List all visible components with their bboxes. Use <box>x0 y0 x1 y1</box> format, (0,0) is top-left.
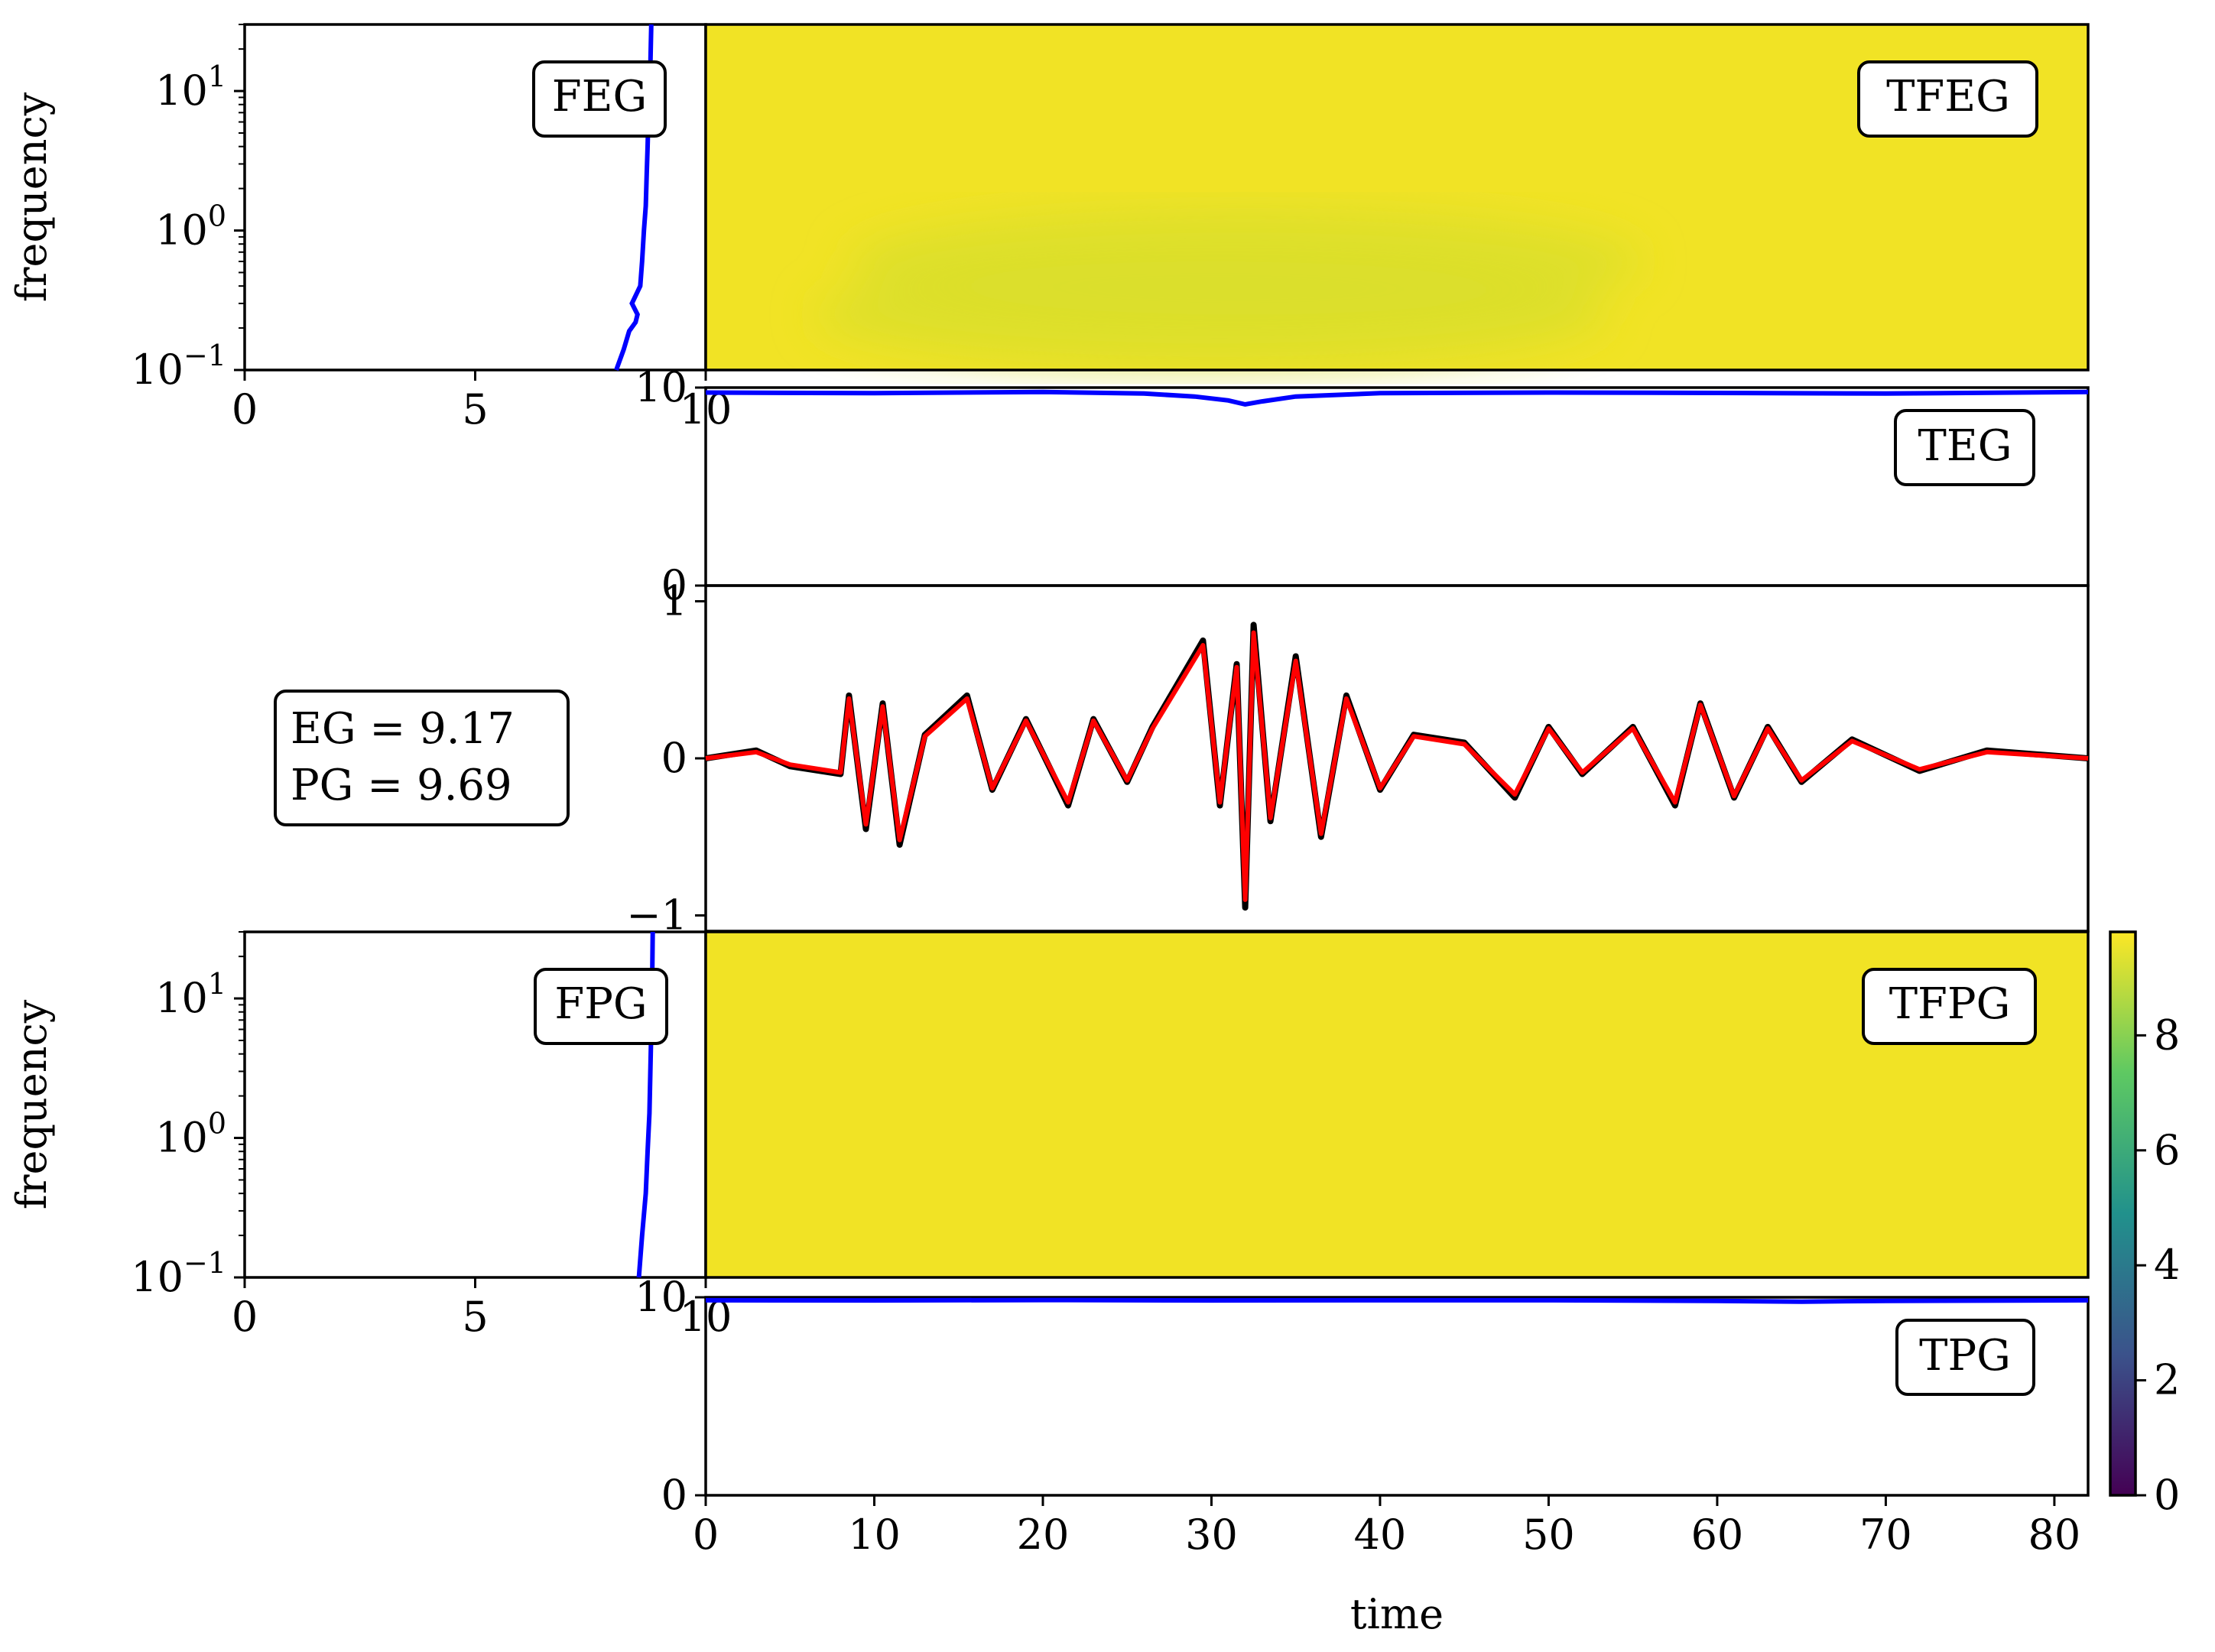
tpg-series-line <box>705 1297 2089 1304</box>
signal-ytick-label: 1 <box>661 577 687 625</box>
colorbar-tick-label: 6 <box>2154 1126 2180 1174</box>
feg-ylabel: frequency <box>8 92 56 302</box>
tpg-ytick-label: 10 <box>635 1273 687 1321</box>
colorbar: 0 2 4 6 8 <box>2109 930 2180 1519</box>
feg-ytick-label: 101 <box>155 60 226 115</box>
fpg-annotation-box: FPG <box>534 968 668 1045</box>
tpg-panel: 0 10 0 10 20 30 40 50 60 70 80 time TPG <box>635 1273 2090 1638</box>
teg-panel: 0 10 TEG <box>635 363 2090 609</box>
fpg-ytick-label: 10−1 <box>131 1246 226 1301</box>
tfeg-panel: TFEG <box>704 23 2090 372</box>
tfeg-frame <box>704 23 2090 372</box>
colorbar-ticks: 0 2 4 6 8 <box>2135 1011 2180 1519</box>
colorbar-frame <box>2109 930 2137 1497</box>
tfpg-annotation: TFPG <box>1889 979 2011 1029</box>
feg-xtick-label: 5 <box>462 385 488 433</box>
tpg-xtick-label: 60 <box>1691 1511 1744 1559</box>
signal-annotation-line-1: EG = 9.17 <box>291 704 515 754</box>
feg-y-ticks: 10−1 100 101 <box>131 24 245 394</box>
feg-annotation-frame <box>532 60 667 138</box>
tfeg-heatmap-variation <box>814 208 1643 368</box>
fpg-ytick-label: 100 <box>155 1107 226 1162</box>
tpg-xlabel: time <box>1350 1590 1444 1638</box>
tpg-y-ticks: 0 10 <box>635 1273 706 1519</box>
tpg-xtick-label: 80 <box>2028 1511 2081 1559</box>
colorbar-tick-label: 2 <box>2154 1356 2180 1404</box>
fpg-xtick-label: 0 <box>232 1293 258 1341</box>
colorbar-tick-label: 4 <box>2154 1241 2180 1289</box>
signal-ytick-label: 0 <box>661 734 687 782</box>
tpg-ytick-label: 0 <box>661 1471 687 1519</box>
tfeg-annotation-box: TFEG <box>1857 60 2038 138</box>
signal-annotation-frame <box>274 690 570 826</box>
tfpg-annotation-box: TFPG <box>1862 968 2037 1045</box>
fpg-y-ticks: 10−1 100 101 <box>131 931 245 1301</box>
tpg-xtick-label: 50 <box>1522 1511 1575 1559</box>
tfeg-annotation: TFEG <box>1886 72 2010 122</box>
fpg-ytick-label: 101 <box>155 967 226 1022</box>
tpg-xtick-label: 0 <box>693 1511 719 1559</box>
teg-ytick-label: 0 <box>661 561 687 609</box>
tfpg-frame <box>704 930 2090 1279</box>
teg-y-ticks: 0 10 <box>635 363 706 609</box>
tpg-x-ticks: 0 10 20 30 40 50 60 70 80 <box>693 1495 2080 1559</box>
tpg-xtick-label: 10 <box>848 1511 901 1559</box>
feg-xtick-label: 0 <box>232 385 258 433</box>
fpg-annotation-frame <box>534 968 668 1045</box>
fpg-xtick-label: 5 <box>462 1293 488 1341</box>
colorbar-tick-label: 8 <box>2154 1011 2180 1059</box>
tpg-xtick-label: 70 <box>1859 1511 1912 1559</box>
signal-series-red <box>705 630 2089 902</box>
fpg-annotation: FPG <box>554 979 647 1029</box>
tpg-xtick-label: 20 <box>1017 1511 1070 1559</box>
teg-series-line <box>705 389 2089 407</box>
feg-ytick-label: 100 <box>155 200 226 255</box>
fpg-ylabel: frequency <box>8 999 56 1209</box>
tfpg-panel: TFPG <box>704 930 2090 1279</box>
signal-annotation-line-2: PG = 9.69 <box>291 761 512 810</box>
teg-annotation: TEG <box>1918 421 2012 471</box>
tpg-annotation-box: TPG <box>1895 1319 2035 1396</box>
feg-annotation: FEG <box>552 72 647 122</box>
tpg-xtick-label: 30 <box>1185 1511 1238 1559</box>
tpg-frame <box>704 1296 2090 1497</box>
teg-annotation-box: TEG <box>1894 409 2035 486</box>
colorbar-tick-label: 0 <box>2154 1471 2180 1519</box>
teg-annotation-frame <box>1894 409 2035 486</box>
signal-annotation-box: EG = 9.17 PG = 9.69 <box>274 690 570 826</box>
tfpg-heatmap <box>706 932 2088 1277</box>
feg-panel: 10−1 100 101 0 5 10 frequency FEG <box>8 23 732 433</box>
signal-panel: −101 EG = 9.17 PG = 9.69 <box>274 577 2090 939</box>
tfpg-annotation-frame <box>1862 968 2037 1045</box>
tpg-xtick-label: 40 <box>1354 1511 1407 1559</box>
feg-annotation-box: FEG <box>532 60 667 138</box>
fpg-panel: 10−1 100 101 0 5 10 frequency FPG <box>8 930 732 1341</box>
tpg-annotation-frame <box>1895 1319 2035 1396</box>
tpg-annotation: TPG <box>1919 1331 2011 1381</box>
feg-ytick-label: 10−1 <box>131 339 226 394</box>
tfeg-annotation-frame <box>1857 60 2038 138</box>
teg-frame <box>704 386 2090 587</box>
signal-y-ticks: −101 <box>626 577 706 939</box>
teg-ytick-label: 10 <box>635 363 687 411</box>
colorbar-gradient <box>2110 932 2135 1495</box>
tfeg-variation-region <box>814 261 1609 368</box>
